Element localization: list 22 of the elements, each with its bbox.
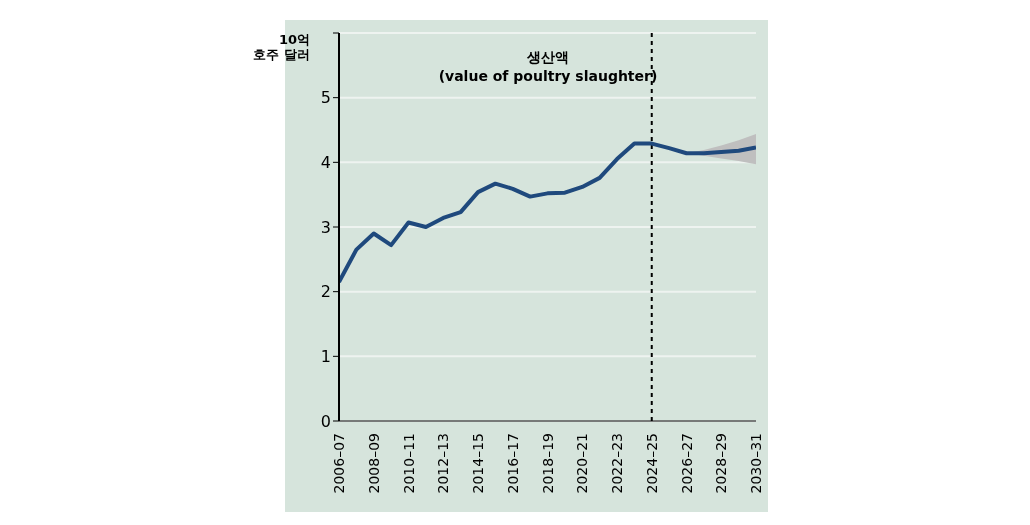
line-series [339,141,756,284]
x-tick-label: 2018–19 [539,433,556,494]
x-tick-label: 2016–17 [504,433,521,494]
x-tick-label: 2006–07 [331,433,347,494]
text: 생산액 (value of poultry slaughter) [437,48,659,86]
y-tick-label: 4 [320,153,331,173]
y-tick-label: 2 [320,282,331,302]
x-tick-label: 2012–13 [435,433,452,494]
x-tick-label: 2008–09 [365,433,382,494]
y-tick-label: 5 [320,88,331,108]
x-tick-label: 2028–29 [713,433,730,494]
y-axis-title: 10억 호주 달러 [252,32,310,62]
x-tick-label: 2024–25 [643,433,660,494]
x-tick-label: 2020–21 [574,433,591,494]
x-tick-label: 2014–15 [470,433,486,494]
y-tick-label: 0 [320,411,331,431]
y-tick-label: 3 [320,217,331,237]
x-tick-label: 2026–27 [678,433,695,494]
x-tick-label: 2022–23 [609,433,625,494]
x-tick-label: 2010–11 [400,433,417,494]
y-tick-label: 1 [320,347,331,367]
x-tick-label: 2030–31 [748,433,764,494]
